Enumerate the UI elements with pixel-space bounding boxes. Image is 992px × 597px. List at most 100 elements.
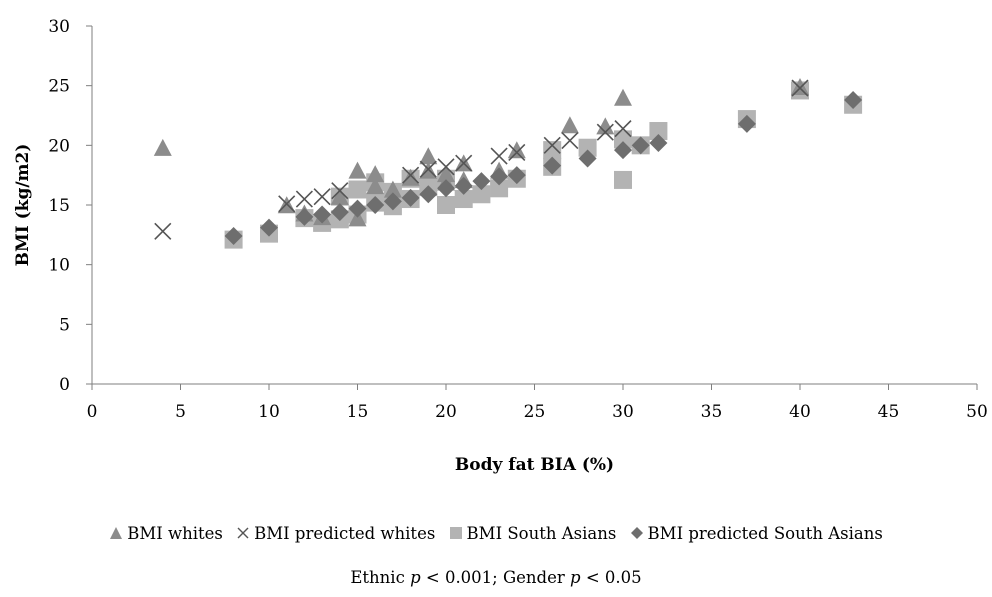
y-tick-label: 25: [48, 77, 70, 97]
scatter-plot: 0 5 10 15 20 25 30 0 5 10 15 20 25 30 35 40 45 50 Body fa…: [13, 17, 988, 475]
legend-item-bmi-south-asians: BMI South Asians: [449, 524, 617, 543]
data-point-diamond: [737, 114, 756, 133]
data-point-diamond: [614, 141, 632, 160]
legend-item-bmi-whites: BMI whites: [109, 524, 223, 543]
data-point-square: [490, 179, 509, 198]
data-point-x: [437, 158, 455, 176]
data-point-diamond: [401, 188, 420, 207]
data-point-x: [402, 166, 420, 184]
data-point-square: [437, 196, 455, 214]
x-marker-icon: [237, 527, 249, 539]
data-point-diamond: [260, 218, 278, 237]
series-layer: [153, 78, 863, 249]
data-point-diamond: [631, 136, 650, 155]
data-point-x: [596, 123, 614, 141]
data-point-triangle: [366, 177, 385, 195]
data-point-diamond: [844, 90, 863, 109]
note-text: < 0.05: [580, 568, 642, 587]
data-point-square: [649, 122, 668, 141]
series-triangle: [153, 78, 809, 227]
data-point-diamond: [543, 156, 562, 175]
data-point-diamond: [649, 133, 668, 152]
data-point-x: [455, 154, 473, 172]
data-point-square: [614, 170, 632, 189]
series-diamond: [224, 90, 863, 246]
data-point-x: [561, 131, 579, 150]
data-point-diamond: [437, 179, 455, 198]
x-tick-label: 35: [701, 402, 723, 422]
ticks: 0 5 10 15 20 25 30 0 5 10 15 20 25 30 35 40 45 50: [48, 17, 987, 422]
data-point-diamond: [366, 196, 385, 214]
data-point-x: [791, 79, 809, 97]
data-point-diamond: [330, 203, 349, 222]
triangle-marker-icon: [110, 527, 123, 539]
data-point-x: [614, 120, 632, 138]
data-point-x: [331, 182, 349, 200]
data-point-diamond: [578, 149, 597, 168]
note-variable: p: [410, 568, 421, 587]
data-point-diamond: [419, 185, 438, 204]
data-point-diamond: [224, 227, 243, 246]
legend: BMI whites BMI predicted whites BMI Sout…: [0, 524, 992, 543]
data-point-triangle: [596, 117, 615, 135]
data-point-x: [313, 188, 331, 206]
axes: 0 5 10 15 20 25 30 0 5 10 15 20 25 30 35 40 45 50: [48, 17, 987, 422]
y-tick-label: 15: [48, 196, 70, 216]
data-point-x: [543, 136, 561, 154]
note-text: Ethnic: [350, 568, 411, 587]
data-point-diamond: [383, 192, 402, 211]
data-point-diamond: [295, 207, 314, 226]
data-point-x: [295, 190, 313, 208]
x-tick-label: 30: [612, 402, 634, 422]
series-x: [154, 79, 809, 240]
x-tick-label: 20: [435, 402, 457, 422]
x-tick-label: 5: [175, 402, 186, 422]
data-point-triangle: [614, 88, 632, 106]
note-variable: p: [570, 568, 581, 587]
data-point-diamond: [454, 176, 473, 195]
legend-item-bmi-predicted-south-asians: BMI predicted South Asians: [630, 524, 883, 543]
square-marker-icon: [449, 527, 462, 539]
data-point-x: [154, 222, 172, 240]
y-tick-label: 10: [48, 256, 70, 276]
x-tick-label: 0: [87, 402, 98, 422]
legend-item-bmi-predicted-whites: BMI predicted whites: [236, 524, 435, 543]
data-point-triangle: [366, 165, 385, 183]
x-axis-title: Body fat BIA (%): [455, 455, 614, 475]
y-tick-label: 30: [48, 17, 70, 37]
legend-label: BMI whites: [127, 524, 223, 543]
data-point-triangle: [153, 138, 172, 156]
y-tick-label: 5: [59, 315, 70, 335]
x-tick-label: 50: [966, 402, 988, 422]
data-point-triangle: [791, 78, 809, 96]
data-point-triangle: [330, 187, 349, 205]
data-point-triangle: [507, 141, 526, 159]
data-point-square: [454, 190, 473, 209]
data-point-triangle: [348, 161, 367, 179]
data-point-square: [472, 185, 491, 204]
y-axis-title: BMI (kg/m2): [13, 144, 33, 267]
data-point-triangle: [348, 209, 367, 227]
note-text: < 0.001; Gender: [420, 568, 571, 587]
data-point-diamond: [507, 166, 526, 185]
data-point-square: [543, 141, 562, 160]
x-tick-label: 15: [347, 402, 369, 422]
x-tick-label: 10: [258, 402, 280, 422]
statistics-note: Ethnic p < 0.001; Gender p < 0.05: [0, 568, 992, 587]
data-point-triangle: [419, 147, 438, 165]
data-point-square: [614, 130, 632, 149]
data-point-x: [419, 160, 437, 178]
legend-label: BMI predicted South Asians: [647, 524, 883, 543]
data-point-square: [348, 180, 367, 199]
data-point-triangle: [437, 165, 455, 183]
x-tick-label: 45: [878, 402, 900, 422]
data-point-x: [278, 195, 296, 213]
legend-label: BMI South Asians: [466, 524, 617, 543]
legend-label: BMI predicted whites: [254, 524, 436, 543]
data-point-diamond: [348, 199, 367, 218]
data-point-x: [508, 143, 526, 162]
data-point-triangle: [401, 168, 420, 186]
x-tick-label: 25: [524, 402, 546, 422]
data-point-diamond: [472, 172, 491, 191]
data-point-diamond: [313, 205, 332, 224]
